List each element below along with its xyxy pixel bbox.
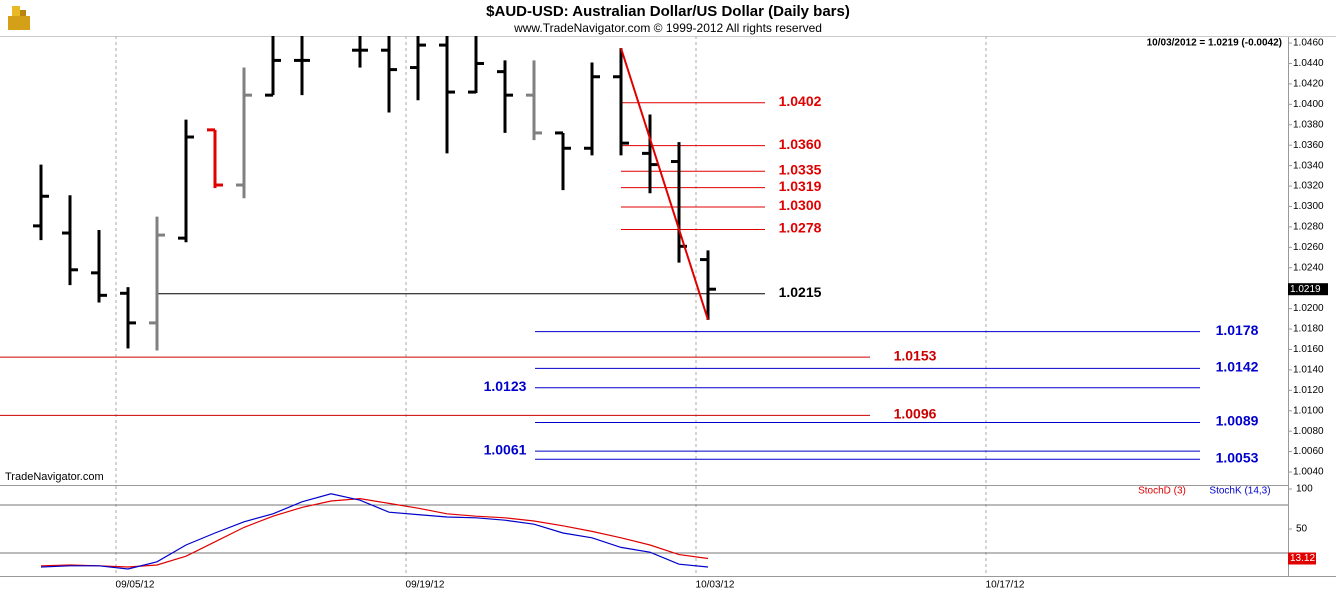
y-tick-label: 1.0060	[1293, 446, 1324, 457]
level-label: 1.0360	[779, 136, 822, 152]
bar	[613, 48, 629, 156]
bar	[497, 60, 513, 133]
bar	[700, 250, 716, 320]
y-tick-label: 1.0180	[1293, 324, 1324, 335]
bar	[294, 36, 310, 96]
last-price-box	[1288, 283, 1328, 296]
legend-entry: StochD (3)	[1138, 486, 1186, 497]
trend-line	[620, 47, 709, 321]
bar	[178, 119, 194, 243]
bar	[555, 131, 571, 191]
x-tick-label: 10/17/12	[986, 580, 1025, 591]
bar	[584, 62, 600, 156]
bar	[120, 287, 136, 349]
bar	[265, 36, 281, 97]
y-tick-label: 1.0040	[1293, 467, 1324, 478]
x-tick-label: 09/05/12	[116, 580, 155, 591]
stoch-line	[40, 493, 709, 570]
level-label: 1.0053	[1216, 449, 1259, 465]
bar	[62, 195, 78, 286]
bar	[410, 36, 426, 101]
y-tick-label: 1.0280	[1293, 222, 1324, 233]
y-tick-label: 1.0240	[1293, 262, 1324, 273]
bar	[236, 67, 252, 199]
logo	[8, 6, 30, 30]
info: 10/03/2012 = 1.0219 (-0.0042)	[1147, 38, 1282, 49]
y-tick-label: 1.0380	[1293, 119, 1324, 130]
stoch-line	[40, 497, 709, 568]
bar	[642, 114, 658, 194]
y-tick-label: 1.0160	[1293, 344, 1324, 355]
level-label: 1.0300	[779, 197, 822, 213]
level-label: 1.0402	[779, 93, 822, 109]
y-tick-label: 1.0100	[1293, 405, 1324, 416]
bar	[207, 128, 223, 189]
y-tick-label: 1.0120	[1293, 385, 1324, 396]
y-tick-label: 1.0300	[1293, 201, 1324, 212]
y-tick-label: 1.0440	[1293, 58, 1324, 69]
x-tick-label: 10/03/12	[696, 580, 735, 591]
bar	[468, 36, 484, 94]
y-tick-label: 1.0140	[1293, 365, 1324, 376]
last-price-label: 1.0219	[1290, 284, 1321, 295]
legend-entry: StochK (14,3)	[1209, 486, 1270, 497]
y-tick-label: 50	[1296, 524, 1308, 535]
level-label: 1.0319	[779, 178, 822, 194]
y-tick-label: 1.0420	[1293, 79, 1324, 90]
level-label: 1.0123	[484, 378, 527, 394]
bar	[439, 36, 455, 154]
bar	[149, 216, 165, 351]
y-tick-label: 1.0400	[1293, 99, 1324, 110]
chart-title: $AUD-USD: Australian Dollar/US Dollar (D…	[486, 3, 850, 20]
y-tick-label: 1.0320	[1293, 181, 1324, 192]
bar	[526, 60, 542, 141]
level-label: 1.0178	[1216, 322, 1259, 338]
subtitle: www.TradeNavigator.com © 1999-2012 All r…	[513, 21, 822, 35]
y-tick-label: 1.0200	[1293, 303, 1324, 314]
bar	[381, 36, 397, 113]
y-tick-label: 100	[1296, 484, 1313, 495]
level-label: 1.0096	[894, 406, 937, 422]
y-tick-label: 1.0460	[1293, 38, 1324, 49]
bar	[33, 164, 49, 241]
y-tick-label: 1.0340	[1293, 160, 1324, 171]
stoch-value-box	[1288, 552, 1316, 565]
level-label: 1.0089	[1216, 413, 1259, 429]
level-label: 1.0142	[1216, 359, 1259, 375]
level-label: 1.0215	[779, 284, 822, 300]
y-tick-label: 1.0260	[1293, 242, 1324, 253]
bar	[91, 229, 107, 303]
x-tick-label: 09/19/12	[406, 580, 445, 591]
y-tick-label: 1.0360	[1293, 140, 1324, 151]
watermark: TradeNavigator.com	[5, 471, 104, 483]
bar	[352, 36, 368, 68]
bar	[671, 142, 687, 263]
y-tick-label: 1.0080	[1293, 426, 1324, 437]
stoch-value-label: 13.12	[1290, 553, 1315, 564]
level-label: 1.0335	[779, 161, 822, 177]
level-label: 1.0153	[894, 347, 937, 363]
level-label: 1.0061	[484, 441, 527, 457]
level-label: 1.0278	[779, 220, 822, 236]
